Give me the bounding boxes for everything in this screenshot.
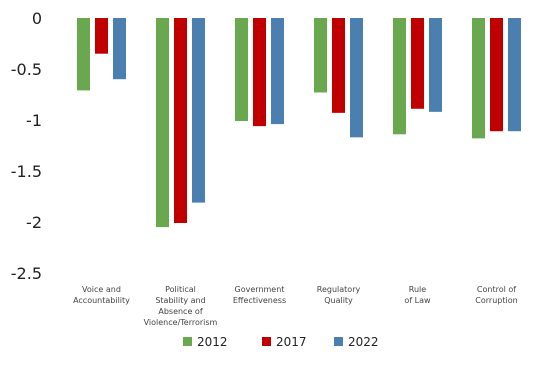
y-tick-label: 0 <box>32 9 42 28</box>
bar-2012 <box>314 18 327 93</box>
bar-2022 <box>271 18 284 125</box>
y-tick-label: -2.5 <box>11 264 42 283</box>
category-label: Effectiveness <box>233 296 286 305</box>
y-tick-label: -1 <box>26 111 42 130</box>
bar-2022 <box>429 18 442 112</box>
bar-2017 <box>253 18 266 127</box>
category-label: Quality <box>324 296 353 305</box>
category-label: Voice and <box>82 285 121 294</box>
bar-2012 <box>156 18 169 228</box>
legend-swatch-2017 <box>262 337 271 346</box>
y-tick-label: -1.5 <box>11 162 42 181</box>
bar-2017 <box>490 18 503 132</box>
category-label: of Law <box>404 296 431 305</box>
bar-2012 <box>235 18 248 122</box>
bar-2017 <box>95 18 108 54</box>
bar-2017 <box>332 18 345 113</box>
bar-2012 <box>472 18 485 139</box>
category-label: Corruption <box>475 296 517 305</box>
legend-swatch-2022 <box>334 337 343 346</box>
bar-2017 <box>411 18 424 109</box>
category-label: Rule <box>409 285 426 294</box>
legend-label: 2012 <box>197 335 228 349</box>
category-label: Regulatory <box>317 285 361 294</box>
category-label: Control of <box>477 285 516 294</box>
bar-2022 <box>192 18 205 203</box>
bar-2022 <box>508 18 521 132</box>
y-tick-label: -2 <box>26 213 42 232</box>
legend-label: 2022 <box>348 335 379 349</box>
bar-2012 <box>77 18 90 91</box>
category-label: Accountability <box>73 296 130 305</box>
bar-2012 <box>393 18 406 135</box>
category-label: Government <box>235 285 285 294</box>
category-label: Stability and <box>155 296 205 305</box>
bar-2017 <box>174 18 187 224</box>
legend-swatch-2012 <box>183 337 192 346</box>
bar-2022 <box>113 18 126 80</box>
category-label: Political <box>165 285 196 294</box>
y-tick-label: -0.5 <box>11 60 42 79</box>
bar-2022 <box>350 18 363 138</box>
category-label: Violence/Terrorism <box>144 318 218 327</box>
legend-label: 2017 <box>276 335 307 349</box>
category-label: Absence of <box>158 307 202 316</box>
